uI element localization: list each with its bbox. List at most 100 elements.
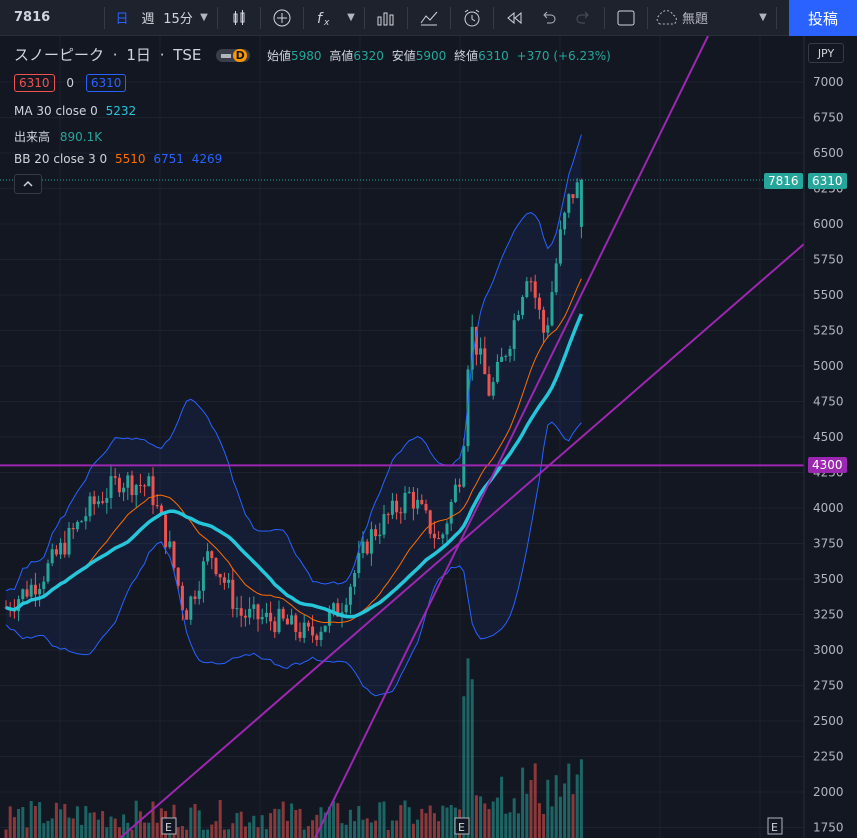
volume-bar — [8, 806, 12, 838]
volume-bar — [508, 812, 512, 838]
layout-dropdown-icon[interactable]: ▼ — [759, 12, 767, 23]
volume-bar — [344, 824, 348, 838]
financials-icon[interactable] — [369, 0, 403, 36]
volume-bar — [134, 800, 138, 838]
bb-legend[interactable]: BB 20 close 3 0 5510 6751 4269 — [14, 152, 222, 166]
volume-bar — [176, 827, 180, 838]
earnings-marker-box — [767, 817, 783, 835]
timeframe: 1日 — [126, 46, 151, 64]
candle-body — [474, 326, 478, 355]
delayed-badge: D — [233, 49, 248, 62]
interval-week[interactable]: 週 — [141, 12, 155, 27]
redo-icon[interactable] — [566, 0, 600, 36]
candle-body — [374, 529, 378, 537]
volume-bar — [92, 812, 96, 838]
candle-body — [432, 533, 436, 539]
price-tick-label: 4750 — [813, 395, 844, 409]
volume-bar — [529, 780, 533, 838]
candle-body — [164, 514, 168, 548]
candle-body — [25, 589, 29, 597]
price-tick-label: 5750 — [813, 253, 844, 267]
candle-body — [71, 528, 75, 530]
low-value: 5900 — [415, 49, 447, 63]
bb-label: BB 20 close 3 0 — [14, 152, 108, 166]
compare-add-icon[interactable] — [265, 0, 299, 36]
candle-body — [575, 182, 579, 199]
candle-body — [353, 573, 357, 587]
volume-bar — [231, 823, 235, 838]
separator — [604, 6, 605, 29]
separator — [493, 6, 494, 29]
cloud-icon[interactable] — [652, 0, 682, 36]
volume-bar — [71, 818, 75, 838]
candle-body — [113, 476, 117, 478]
candle-body — [336, 603, 340, 617]
volume-bar — [567, 763, 571, 838]
volume-bar — [122, 814, 126, 838]
volume-bar — [483, 803, 487, 838]
candle-body — [483, 348, 487, 375]
alert-clock-icon[interactable] — [455, 0, 489, 36]
interval-day[interactable]: 日 — [115, 12, 129, 27]
currency-selector[interactable]: JPY — [808, 43, 844, 63]
candle-body — [424, 504, 428, 511]
interval-dropdown-icon[interactable]: ▼ — [200, 12, 208, 23]
ma-line — [5, 313, 584, 619]
price-chart[interactable]: EEE 700067506500625060005750550052505000… — [0, 36, 857, 838]
candle-body — [579, 179, 583, 227]
undo-icon[interactable] — [532, 0, 566, 36]
volume-label: 出来高 — [14, 130, 51, 144]
candle-body — [306, 622, 310, 627]
volume-bar — [474, 795, 478, 838]
candle-body — [80, 521, 84, 523]
candle-body — [264, 612, 268, 618]
candle-body — [546, 325, 550, 333]
candle-body — [269, 612, 273, 622]
fullscreen-frame-icon[interactable] — [609, 0, 643, 36]
collapse-legend-button[interactable] — [14, 174, 42, 194]
candle-body — [294, 615, 298, 632]
templates-icon[interactable] — [412, 0, 446, 36]
candle-body — [470, 326, 474, 370]
interval-15m[interactable]: 15分 — [163, 12, 193, 27]
buy-price-box[interactable]: 6310 — [85, 74, 127, 92]
volume-bar — [298, 808, 302, 838]
sell-price-box[interactable]: 6310 — [14, 74, 55, 92]
earnings-marker-label: E — [771, 821, 778, 834]
candle-body — [143, 485, 147, 487]
volume-bar — [159, 808, 163, 838]
chart-pane[interactable]: EEE 700067506500625060005750550052505000… — [0, 36, 857, 838]
candle-body — [521, 297, 525, 315]
price-tick-label: 5250 — [813, 324, 844, 338]
price-tick-label: 6750 — [813, 111, 844, 125]
candle-type-icon[interactable] — [222, 0, 256, 36]
volume-bar — [521, 767, 525, 838]
candle-body — [491, 381, 495, 396]
trend-line-drawing — [314, 36, 709, 838]
price-tick-label: 3000 — [813, 643, 844, 657]
volume-legend[interactable]: 出来高 890.1K — [14, 128, 102, 145]
candle-body — [332, 603, 336, 612]
candle-body — [33, 584, 37, 595]
volume-bar — [357, 806, 361, 838]
candle-body — [361, 541, 365, 554]
open-value: 5980 — [291, 49, 322, 63]
volume-bar — [88, 812, 92, 838]
volume-bar — [399, 805, 403, 838]
ma-legend[interactable]: MA 30 close 0 5232 — [14, 104, 136, 118]
replay-icon[interactable] — [498, 0, 532, 36]
low-label: 安値 — [391, 49, 416, 63]
layout-name[interactable]: 無題 — [682, 12, 709, 27]
indicators-dropdown-icon[interactable]: ▼ — [347, 12, 355, 23]
volume-bar — [143, 822, 147, 838]
volume-bar — [470, 679, 474, 838]
post-button[interactable]: 投稿 — [789, 0, 857, 36]
candle-body — [281, 608, 285, 619]
candle-body — [239, 608, 243, 616]
volume-bar — [542, 814, 546, 838]
volume-bar — [101, 811, 105, 838]
volume-bar — [516, 813, 520, 838]
symbol-search[interactable]: 7816 — [14, 10, 51, 25]
bollinger-band-fill — [6, 134, 582, 696]
